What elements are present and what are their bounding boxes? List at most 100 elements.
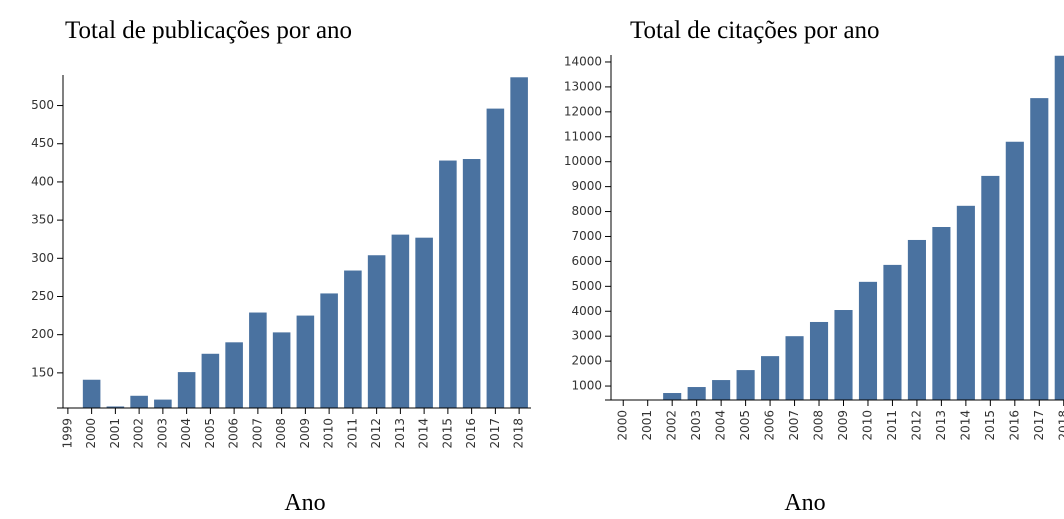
y-tick-label: 8000 xyxy=(571,204,602,218)
x-tick-label: 2009 xyxy=(836,410,850,441)
y-tick-label: 150 xyxy=(31,365,54,379)
x-tick-label: 2016 xyxy=(464,418,478,449)
x-tick-label: 2017 xyxy=(488,418,502,449)
y-tick-label: 5000 xyxy=(571,279,602,293)
x-tick-label: 2014 xyxy=(958,410,972,441)
bar xyxy=(883,264,902,400)
x-tick-label: 2013 xyxy=(934,410,948,441)
y-tick-label: 350 xyxy=(31,213,54,227)
bar xyxy=(736,370,755,400)
bar xyxy=(296,315,315,408)
bar xyxy=(154,399,172,408)
bar xyxy=(225,342,243,408)
x-tick-label: 2010 xyxy=(860,410,874,441)
x-tick-label: 2005 xyxy=(738,410,752,441)
x-tick-label: 2011 xyxy=(345,418,359,449)
y-tick-label: 4000 xyxy=(571,304,602,318)
y-tick-label: 6000 xyxy=(571,254,602,268)
bar xyxy=(486,108,505,409)
x-tick-label: 2015 xyxy=(440,418,454,449)
x-tick-label: 2006 xyxy=(763,410,777,441)
y-tick-label: 7000 xyxy=(571,229,602,243)
bar xyxy=(415,237,433,408)
y-tick-label: 12000 xyxy=(564,104,602,118)
x-tick-label: 2008 xyxy=(812,410,826,441)
bar xyxy=(320,293,338,408)
x-tick-label: 2007 xyxy=(250,418,264,449)
bar xyxy=(177,372,196,408)
x-tick-label: 2001 xyxy=(108,418,122,449)
bar xyxy=(834,310,853,400)
x-tick-label: 2003 xyxy=(155,418,169,449)
bar xyxy=(663,393,682,400)
y-tick-label: 14000 xyxy=(564,54,602,68)
bar xyxy=(981,175,1000,400)
bar xyxy=(130,395,148,408)
x-tick-label: 2018 xyxy=(1056,410,1064,441)
y-tick-label: 2000 xyxy=(571,354,602,368)
x-tick-label: 2011 xyxy=(885,410,899,441)
x-tick-label: 1999 xyxy=(60,418,74,449)
x-tick-label: 2016 xyxy=(1007,410,1021,441)
y-tick-label: 500 xyxy=(31,98,54,112)
x-tick-label: 2015 xyxy=(983,410,997,441)
bar xyxy=(510,77,528,408)
chart-title: Total de citações por ano xyxy=(630,17,880,44)
bar xyxy=(932,227,951,400)
bar xyxy=(858,281,878,400)
x-tick-label: 2009 xyxy=(298,418,312,449)
x-tick-label: 2012 xyxy=(369,418,383,449)
x-tick-label: 2000 xyxy=(616,410,630,441)
bar xyxy=(1054,55,1064,400)
bar xyxy=(272,332,291,408)
x-axis-label: Ano xyxy=(784,490,825,516)
x-tick-label: 2002 xyxy=(665,410,679,441)
bar xyxy=(201,353,220,408)
y-tick-label: 9000 xyxy=(571,179,602,193)
bar xyxy=(1030,98,1049,400)
x-tick-label: 2006 xyxy=(227,418,241,449)
bar xyxy=(907,239,926,400)
x-tick-label: 2004 xyxy=(179,418,193,449)
y-tick-label: 300 xyxy=(31,251,54,265)
x-tick-label: 2001 xyxy=(640,410,654,441)
x-tick-label: 2008 xyxy=(274,418,288,449)
x-tick-label: 2005 xyxy=(203,418,217,449)
bar xyxy=(106,406,125,408)
x-tick-label: 2014 xyxy=(417,418,431,449)
x-tick-label: 2012 xyxy=(909,410,923,441)
bar xyxy=(462,159,481,408)
y-tick-label: 11000 xyxy=(564,129,602,143)
x-tick-label: 2007 xyxy=(787,410,801,441)
bar xyxy=(249,312,267,408)
x-tick-label: 2002 xyxy=(132,418,146,449)
y-tick-label: 10000 xyxy=(564,154,602,168)
bar xyxy=(712,380,731,400)
x-axis-label: Ano xyxy=(284,490,325,516)
x-tick-label: 2018 xyxy=(512,418,526,449)
y-tick-label: 250 xyxy=(31,289,54,303)
bar xyxy=(785,336,804,400)
bar xyxy=(956,205,975,400)
bar xyxy=(344,270,362,408)
y-tick-label: 1000 xyxy=(571,379,602,393)
y-tick-label: 200 xyxy=(31,327,54,341)
y-tick-label: 3000 xyxy=(571,329,602,343)
bar xyxy=(1005,141,1024,401)
chart-title: Total de publicações por ano xyxy=(65,17,352,44)
bar xyxy=(809,321,829,400)
y-tick-label: 450 xyxy=(31,136,54,150)
bar xyxy=(391,234,410,408)
x-tick-label: 2013 xyxy=(393,418,407,449)
y-tick-label: 400 xyxy=(31,174,54,188)
y-tick-label: 13000 xyxy=(564,79,602,93)
x-tick-label: 2004 xyxy=(714,410,728,441)
x-tick-label: 2003 xyxy=(689,410,703,441)
bar xyxy=(367,255,386,408)
bar xyxy=(82,379,101,408)
x-tick-label: 2010 xyxy=(322,418,336,449)
bar xyxy=(761,356,780,400)
bar xyxy=(439,160,457,408)
bar xyxy=(687,387,706,400)
